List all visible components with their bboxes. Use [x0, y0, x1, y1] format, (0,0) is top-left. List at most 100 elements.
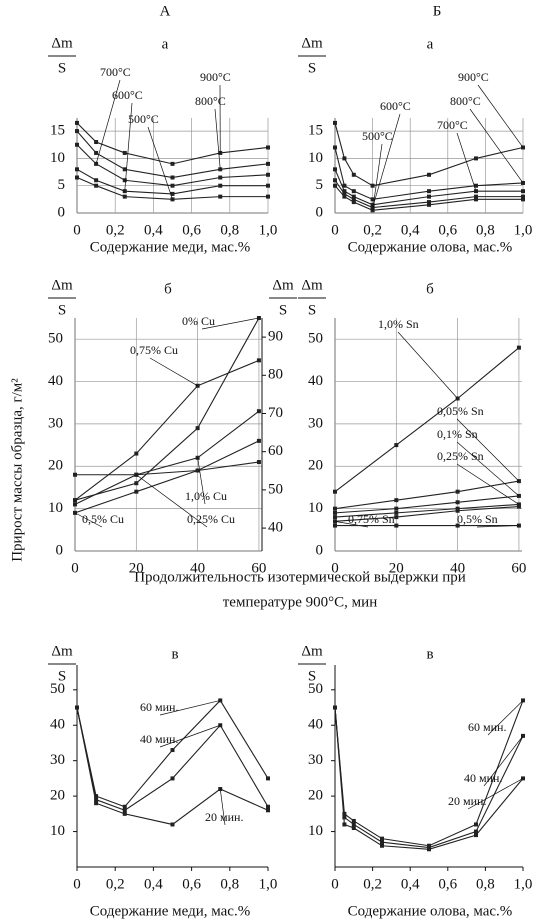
- leader-line: [456, 463, 520, 505]
- y-tick-label: 30: [50, 752, 65, 768]
- leader-line: [136, 474, 208, 528]
- x-tick-label: 0,8: [220, 222, 239, 238]
- y-tick-label: 10: [50, 823, 65, 839]
- leader-line: [214, 108, 221, 170]
- x-tick-label: 0,6: [182, 876, 201, 892]
- y2-tick-label: 70: [268, 405, 283, 421]
- x-tick-label: 60: [251, 560, 266, 576]
- series-label: 0,25% Cu: [187, 512, 235, 526]
- y-tick-label: 40: [48, 373, 63, 389]
- point: [134, 451, 139, 456]
- point: [170, 822, 175, 827]
- leader-line: [456, 418, 520, 482]
- point: [122, 178, 127, 183]
- point: [380, 836, 384, 841]
- series-label: 40 мин.: [464, 771, 502, 785]
- y-tick-label: 15: [50, 123, 65, 139]
- y2-tick-label: 40: [268, 520, 283, 536]
- x-tick-label: 0,4: [144, 222, 163, 238]
- series-label: 700°C: [100, 65, 131, 79]
- point: [370, 197, 375, 202]
- panel-title: в: [426, 646, 433, 662]
- y-label-denominator: S: [58, 60, 66, 76]
- leader-line: [159, 724, 221, 748]
- point: [474, 833, 478, 838]
- point: [333, 515, 337, 520]
- leader-line: [469, 108, 524, 184]
- leader-line: [149, 357, 198, 387]
- series-label: 900°C: [458, 70, 489, 84]
- x-tick-label: 0,4: [401, 876, 420, 892]
- point: [455, 523, 460, 528]
- series-line: [334, 347, 520, 493]
- y-tick-label: 10: [308, 500, 323, 516]
- y-tick-label: 20: [50, 788, 65, 804]
- panel-title: б: [426, 281, 434, 297]
- point: [342, 815, 347, 820]
- y2-tick-label: 60: [268, 443, 283, 459]
- y-tick-label: 0: [56, 542, 64, 558]
- series-label: 20 мин.: [448, 794, 486, 808]
- point: [170, 191, 175, 196]
- point: [256, 358, 261, 363]
- series-label: 800°C: [450, 94, 481, 108]
- point: [351, 200, 356, 205]
- point: [394, 510, 399, 515]
- point: [218, 194, 223, 199]
- x-tick-label: 0: [71, 560, 79, 576]
- series-label: 40 мин.: [140, 732, 178, 746]
- y-label-denominator: S: [58, 302, 66, 318]
- series-label: 0,1% Sn: [437, 427, 478, 441]
- column-label: Б: [433, 3, 442, 19]
- point: [266, 145, 270, 150]
- y-label-numerator: Δm: [301, 277, 323, 293]
- series-label: 0,5% Sn: [457, 512, 498, 526]
- leader-line: [147, 126, 173, 200]
- point: [170, 748, 175, 753]
- y-label-denominator: S: [58, 668, 66, 684]
- point: [122, 808, 127, 813]
- series-line: [76, 707, 269, 826]
- series-line: [334, 503, 519, 518]
- series-label: 0% Cu: [182, 314, 215, 328]
- y-label-numerator: Δm: [301, 35, 323, 51]
- x-tick-label: 1,0: [514, 222, 533, 238]
- series-label: 900°C: [200, 70, 231, 84]
- point: [455, 500, 460, 505]
- point: [75, 175, 79, 180]
- y-label-numerator: Δm: [272, 277, 294, 293]
- series-line: [76, 707, 269, 811]
- series-label: 0,5% Cu: [82, 512, 124, 526]
- point: [266, 808, 270, 813]
- series-label: 60 мин.: [468, 720, 506, 734]
- point: [333, 167, 337, 172]
- y-tick-label: 40: [308, 373, 323, 389]
- point: [94, 140, 99, 145]
- leader-line: [456, 441, 520, 497]
- point: [94, 183, 99, 188]
- y-label-numerator: Δm: [51, 643, 73, 659]
- point: [170, 175, 175, 180]
- point: [351, 822, 356, 827]
- y-tick-label: 50: [48, 331, 63, 347]
- x-tick-label: 0,2: [363, 222, 382, 238]
- point: [394, 443, 399, 448]
- point: [94, 150, 99, 155]
- point: [351, 172, 356, 177]
- point: [73, 502, 77, 507]
- x-axis-label: Содержание олова, мас.%: [348, 903, 513, 919]
- point: [427, 202, 431, 207]
- point: [256, 438, 261, 443]
- y-label-denominator: S: [279, 302, 287, 318]
- panel-title: б: [164, 281, 172, 297]
- y-tick-label: 40: [50, 717, 65, 733]
- series-line: [75, 461, 260, 476]
- point: [521, 194, 525, 199]
- point: [75, 167, 79, 172]
- point: [351, 826, 356, 831]
- x-tick-label: 1,0: [514, 876, 533, 892]
- leader-line: [467, 778, 524, 810]
- y-tick-label: 5: [58, 177, 66, 193]
- leader-line: [124, 102, 133, 192]
- y-tick-label: 5: [316, 177, 324, 193]
